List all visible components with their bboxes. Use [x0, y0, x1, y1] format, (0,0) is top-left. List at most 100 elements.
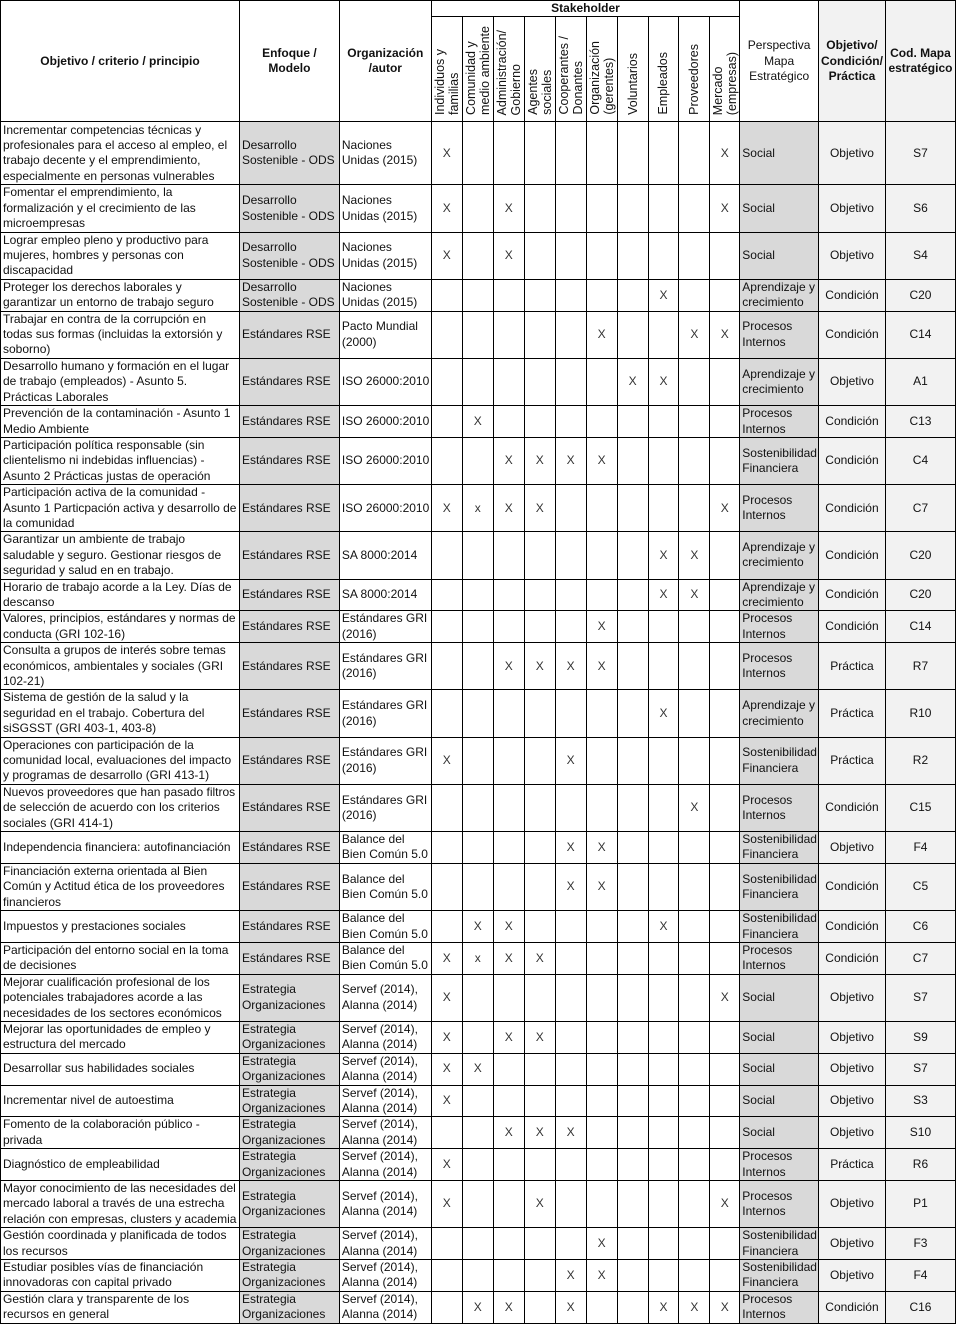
- organizacion-cell: Servef (2014), Alanna (2014): [338, 1020, 432, 1054]
- tipo-cell: Objetivo: [817, 1227, 886, 1261]
- header-stakeholder-col: Comunidad y medio ambiente: [461, 16, 494, 123]
- enfoque-cell: Desarrollo Sostenible - ODS: [238, 121, 340, 186]
- stakeholder-mark-cell: [616, 1020, 649, 1054]
- stakeholder-mark-cell: [585, 484, 618, 533]
- stakeholder-mark-cell: [709, 278, 741, 312]
- stakeholder-mark-cell: [461, 121, 494, 186]
- perspectiva-cell: Aprendizaje y crecimiento: [739, 578, 819, 612]
- stakeholder-mark-cell: [430, 831, 463, 864]
- stakeholder-mark-cell: [523, 783, 556, 833]
- stakeholder-mark-cell: [616, 1116, 649, 1150]
- objetivo-cell: Independencia financiera: autofinanciaci…: [0, 831, 240, 864]
- tipo-cell: Condición: [817, 610, 886, 644]
- header-stakeholder: Stakeholder: [430, 0, 741, 18]
- header-stakeholder-col: Proveedores: [678, 16, 711, 123]
- stakeholder-mark-cell: [678, 610, 711, 644]
- enfoque-cell: Estándares RSE: [238, 531, 340, 580]
- objetivo-cell: Trabajar en contra de la corrupción en t…: [0, 310, 240, 359]
- tipo-cell: Objetivo: [817, 121, 886, 186]
- stakeholder-mark-cell: [616, 1290, 649, 1324]
- table-row: Participación del entorno social en la t…: [0, 941, 956, 975]
- stakeholder-mark-cell: X: [430, 231, 463, 280]
- stakeholder-mark-cell: [461, 1116, 494, 1150]
- header-enfoque: Enfoque / Modelo: [238, 0, 340, 123]
- header-stakeholder-col: Cooperantes / Donantes: [554, 16, 587, 123]
- stakeholder-mark-cell: [523, 736, 556, 785]
- perspectiva-cell: Procesos Internos: [739, 1148, 819, 1181]
- tipo-cell: Objetivo: [817, 831, 886, 864]
- header-objetivo: Objetivo / criterio / principio: [0, 0, 240, 123]
- stakeholder-mark-cell: [678, 736, 711, 785]
- stakeholder-mark-cell: [678, 1116, 711, 1150]
- stakeholder-mark-cell: [678, 1020, 711, 1054]
- stakeholder-mark-cell: [616, 689, 649, 738]
- enfoque-cell: Estrategia Organizaciones: [238, 1179, 340, 1229]
- tipo-cell: Condición: [817, 941, 886, 975]
- stakeholder-mark-cell: [647, 121, 680, 186]
- organizacion-cell: Balance del Bien Común 5.0: [338, 941, 432, 975]
- stakeholder-mark-cell: X: [554, 831, 587, 864]
- stakeholder-mark-cell: [678, 184, 711, 233]
- stakeholder-mark-cell: [523, 357, 556, 407]
- objetivo-cell: Valores, principios, estándares y normas…: [0, 610, 240, 644]
- cod-cell: R2: [884, 736, 956, 785]
- tipo-cell: Condición: [817, 310, 886, 359]
- tipo-cell: Condición: [817, 484, 886, 533]
- stakeholder-mark-cell: [492, 1227, 525, 1261]
- tipo-cell: Objetivo: [817, 1084, 886, 1118]
- stakeholder-mark-cell: [461, 578, 494, 612]
- perspectiva-cell: Social: [739, 121, 819, 186]
- stakeholder-mark-cell: [709, 1259, 741, 1292]
- stakeholder-mark-cell: [554, 1148, 587, 1181]
- stakeholder-mark-cell: [647, 1084, 680, 1118]
- enfoque-cell: Estrategia Organizaciones: [238, 1116, 340, 1150]
- stakeholder-mark-cell: [554, 357, 587, 407]
- organizacion-cell: Servef (2014), Alanna (2014): [338, 1052, 432, 1086]
- stakeholder-mark-cell: X: [647, 357, 680, 407]
- stakeholder-mark-cell: [678, 357, 711, 407]
- stakeholder-mark-cell: X: [554, 1116, 587, 1150]
- objetivo-cell: Impuestos y prestaciones sociales: [0, 910, 240, 943]
- objetivo-cell: Proteger los derechos laborales y garant…: [0, 278, 240, 312]
- cod-cell: C7: [884, 941, 956, 975]
- enfoque-cell: Estrategia Organizaciones: [238, 1084, 340, 1118]
- stakeholder-mark-cell: X: [461, 1290, 494, 1324]
- organizacion-cell: Servef (2014), Alanna (2014): [338, 1227, 432, 1261]
- perspectiva-cell: Procesos Internos: [739, 642, 819, 691]
- objetivo-cell: Fomento de la colaboración público - pri…: [0, 1116, 240, 1150]
- stakeholder-mark-cell: [709, 1116, 741, 1150]
- stakeholder-mark-cell: [709, 1227, 741, 1261]
- perspectiva-cell: Procesos Internos: [739, 484, 819, 533]
- stakeholder-mark-cell: [492, 310, 525, 359]
- stakeholder-mark-cell: X: [430, 184, 463, 233]
- objetivo-cell: Mejorar cualificación profesional de los…: [0, 973, 240, 1022]
- stakeholder-mark-cell: X: [492, 1116, 525, 1150]
- organizacion-cell: Estándares GRI (2016): [338, 736, 432, 785]
- stakeholder-mark-cell: [647, 973, 680, 1022]
- stakeholder-mark-cell: X: [523, 1020, 556, 1054]
- perspectiva-cell: Sostenibilidad Financiera: [739, 436, 819, 486]
- stakeholder-mark-cell: [585, 578, 618, 612]
- stakeholder-mark-cell: [709, 1052, 741, 1086]
- stakeholder-mark-cell: [647, 642, 680, 691]
- stakeholder-mark-cell: [585, 278, 618, 312]
- cod-cell: S9: [884, 1020, 956, 1054]
- stakeholder-mark-cell: [492, 531, 525, 580]
- stakeholder-mark-cell: [523, 1148, 556, 1181]
- cod-cell: S7: [884, 973, 956, 1022]
- tipo-cell: Condición: [817, 910, 886, 943]
- stakeholder-mark-cell: [647, 1052, 680, 1086]
- stakeholder-mark-cell: X: [430, 1179, 463, 1229]
- cod-cell: C14: [884, 310, 956, 359]
- stakeholder-mark-cell: [616, 1227, 649, 1261]
- stakeholder-mark-cell: [616, 231, 649, 280]
- tipo-cell: Condición: [817, 862, 886, 912]
- stakeholder-mark-cell: [585, 736, 618, 785]
- stakeholder-mark-cell: X: [430, 736, 463, 785]
- stakeholder-mark-cell: [709, 689, 741, 738]
- stakeholder-mark-cell: [430, 405, 463, 438]
- enfoque-cell: Estrategia Organizaciones: [238, 1259, 340, 1292]
- stakeholder-mark-cell: [709, 941, 741, 975]
- stakeholder-mark-cell: [461, 1020, 494, 1054]
- stakeholder-mark-cell: [554, 783, 587, 833]
